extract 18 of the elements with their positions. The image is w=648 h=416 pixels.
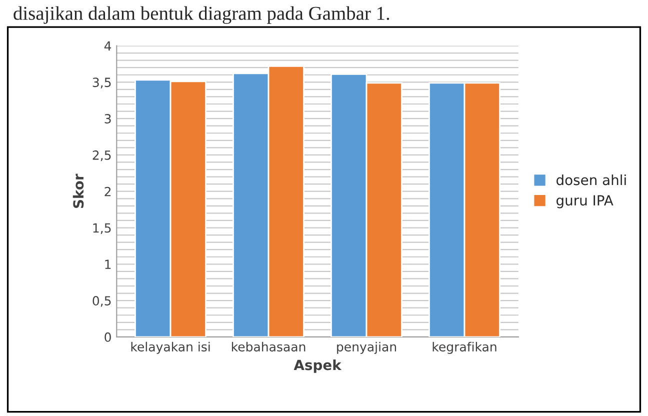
x-tick-label: kebahasaan — [232, 342, 306, 352]
y-tick-label: 3,5 — [92, 78, 111, 88]
x-tick-label: penyajian — [337, 342, 396, 354]
x-tick-label: kegrafikan — [432, 342, 496, 354]
y-tick-label: 0,5 — [92, 296, 111, 307]
x-tick-label: kelayakan isi — [131, 342, 210, 354]
legend-label: guru IPA — [556, 195, 614, 208]
legend-label: dosen ahli — [556, 174, 626, 186]
x-axis-title: Aspek — [294, 359, 342, 373]
y-tick-label: 2,5 — [92, 150, 111, 162]
y-tick-label: 1 — [105, 260, 111, 269]
y-tick-label: 3 — [104, 114, 111, 124]
y-tick-label: 1,5 — [93, 223, 111, 234]
y-tick-label: 2 — [104, 186, 111, 196]
y-tick-label: 0 — [104, 332, 111, 342]
y-tick-label: 4 — [104, 41, 112, 51]
y-axis-title: Skor — [72, 174, 84, 208]
text: disajikan dalam bentuk diagram pada Gambar 1. — [14, 6, 390, 24]
